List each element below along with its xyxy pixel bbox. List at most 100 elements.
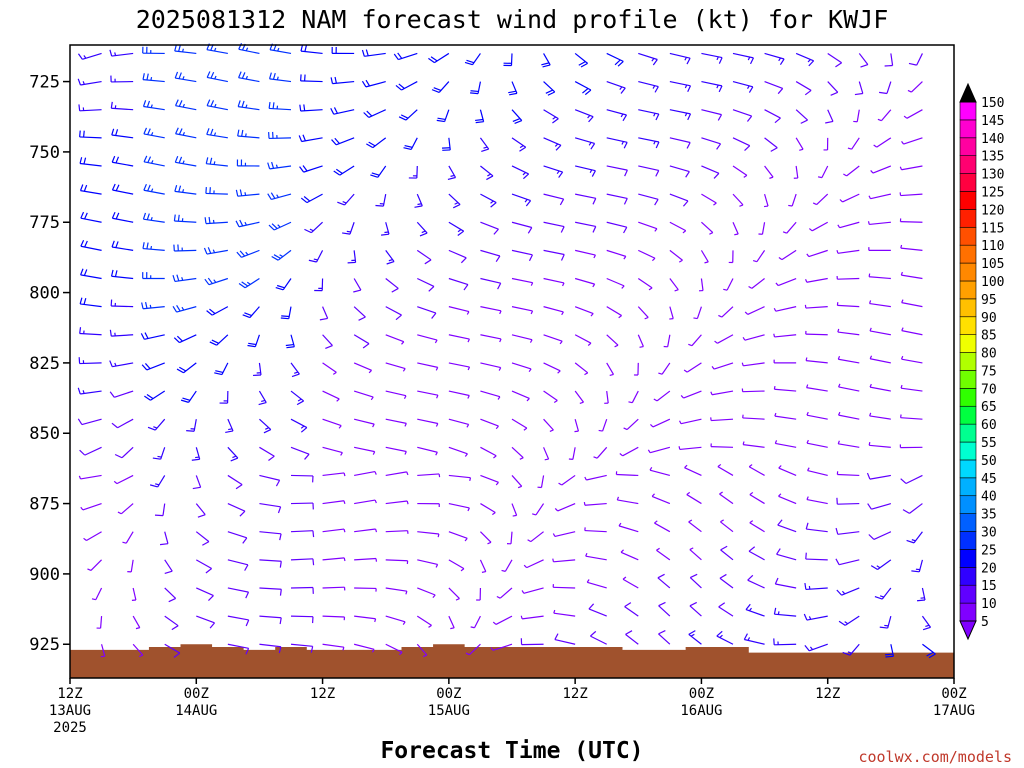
wind-barb — [701, 165, 720, 179]
wind-barb — [354, 587, 377, 592]
wind-barb — [899, 192, 923, 197]
wind-barb — [686, 491, 702, 505]
wind-barb — [683, 362, 702, 373]
wind-barb — [448, 418, 470, 428]
wind-barb — [853, 109, 860, 123]
wind-barb — [638, 221, 658, 232]
wind-barb — [122, 531, 134, 544]
wind-barb — [111, 183, 134, 195]
wind-barb — [836, 471, 860, 477]
wind-barb — [606, 306, 622, 319]
wind-barb — [520, 638, 544, 646]
wind-barb — [290, 390, 305, 406]
wind-barb — [322, 586, 346, 591]
wind-barb — [902, 503, 923, 514]
wind-barb — [280, 306, 292, 320]
wind-barb — [353, 390, 374, 401]
wind-barb — [654, 520, 671, 533]
wind-barb — [825, 109, 834, 124]
wind-barb — [143, 183, 165, 195]
wind-barb — [758, 222, 766, 235]
wind-barb — [385, 334, 405, 345]
wind-barb — [252, 362, 262, 377]
wind-barb — [511, 137, 527, 152]
wind-barb — [719, 491, 734, 505]
y-tick-label: 775 — [29, 213, 60, 233]
wind-barb — [503, 53, 513, 67]
wind-barb — [649, 467, 671, 477]
wind-barb — [154, 503, 166, 517]
wind-barb — [523, 559, 544, 569]
wind-barb — [299, 104, 323, 112]
wind-barb — [164, 587, 177, 603]
wind-barb — [618, 522, 639, 533]
terrain-fill — [70, 644, 954, 678]
wind-barb — [720, 519, 734, 533]
wind-barb — [922, 643, 936, 659]
wind-barb — [206, 99, 228, 111]
wind-barb — [431, 81, 450, 93]
wind-barb — [742, 441, 765, 448]
wind-barb — [417, 362, 439, 371]
wind-barb — [710, 443, 734, 448]
wind-barb — [650, 418, 671, 428]
colorbar-swatch — [959, 423, 977, 443]
wind-barb — [361, 79, 386, 88]
colorbar-label: 145 — [981, 114, 1004, 129]
wind-barb — [380, 222, 390, 236]
wind-barb — [79, 446, 102, 456]
colorbar-label: 15 — [981, 579, 997, 594]
wind-barb — [385, 362, 406, 372]
wind-barb — [606, 362, 615, 376]
colorbar-label: 150 — [981, 96, 1004, 111]
wind-barb — [267, 161, 292, 170]
wind-barb — [480, 531, 492, 545]
wind-barb — [838, 615, 860, 626]
colorbar-swatch — [959, 173, 977, 192]
wind-barb — [79, 130, 102, 139]
wind-barb — [584, 527, 607, 533]
wind-barb — [543, 165, 564, 178]
colorbar-label: 40 — [981, 490, 997, 505]
wind-barb — [342, 222, 355, 235]
wind-barb — [823, 137, 829, 151]
wind-barb — [606, 52, 624, 67]
colorbar-swatch — [959, 280, 977, 300]
wind-barb — [77, 387, 102, 395]
wind-barb — [638, 165, 660, 177]
wind-barb — [619, 446, 639, 457]
x-axis-label: Forecast Time (UTC) — [380, 738, 643, 764]
wind-barb — [901, 327, 923, 336]
wind-barb — [742, 414, 765, 420]
wind-barb — [144, 390, 166, 401]
wind-barb — [541, 53, 551, 68]
wind-barb — [817, 165, 829, 179]
wind-barb — [732, 193, 744, 207]
colorbar-swatch — [959, 477, 977, 497]
wind-barb — [417, 277, 435, 292]
wind-barb — [773, 385, 797, 392]
wind-barb — [354, 615, 377, 623]
colorbar-label: 55 — [981, 436, 997, 451]
terrain-area — [70, 644, 954, 678]
wind-barb — [511, 221, 533, 234]
wind-barb — [354, 528, 378, 533]
wind-barb — [408, 165, 418, 179]
wind-barb — [164, 643, 181, 658]
wind-barb — [385, 643, 403, 656]
wind-barb — [109, 49, 134, 57]
wind-barb — [574, 306, 594, 317]
wind-barb — [835, 558, 860, 566]
wind-barb — [606, 109, 628, 122]
wind-barb — [879, 81, 892, 95]
wind-barb — [78, 474, 102, 480]
wind-barb — [209, 334, 229, 346]
wind-barb — [669, 80, 692, 93]
wind-barb — [91, 587, 103, 601]
wind-barb — [543, 418, 554, 432]
wind-barb — [227, 474, 243, 490]
wind-barb — [174, 155, 197, 167]
wind-barb — [900, 355, 923, 364]
wind-barb — [501, 559, 513, 572]
wind-barb — [159, 531, 169, 546]
